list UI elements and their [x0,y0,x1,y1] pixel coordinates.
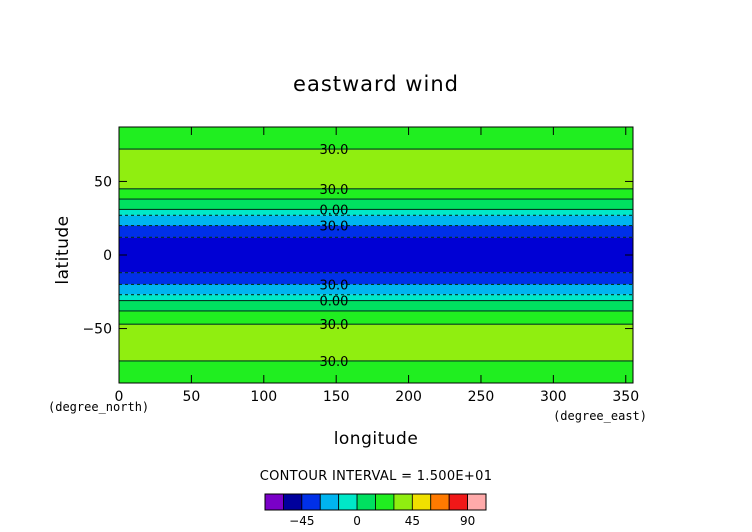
x-tick-label-7: 350 [612,389,639,405]
wind-band-4 [119,209,633,216]
x-tick-label-6: 300 [540,389,567,405]
wind-band-6 [119,225,633,238]
wind-band-8 [119,272,633,285]
colorbar-swatch-3 [319,493,340,511]
colorbar-tick-label-1: 0 [353,514,361,528]
y-tick-label-2: −50 [82,322,112,338]
y-axis-label: latitude [53,215,73,284]
wind-band-0 [119,127,633,150]
colorbar-swatch-8 [411,493,432,511]
x-axis-label: longitude [334,429,419,449]
x-axis-unit: (degree_east) [553,409,647,423]
colorbar-tick-label-3: 90 [460,514,475,528]
wind-band-11 [119,300,633,311]
x-tick-label-5: 250 [468,389,495,405]
colorbar-swatch-1 [283,493,303,511]
x-tick-label-3: 150 [323,389,350,405]
wind-band-2 [119,188,633,200]
colorbar-swatch-0 [264,493,284,511]
contour-interval-label: CONTOUR INTERVAL = 1.500E+01 [260,469,493,484]
y-tick-label-1: 0 [103,248,112,264]
y-tick-label-0: 50 [94,174,112,190]
x-tick-label-2: 100 [250,389,277,405]
colorbar-swatch-9 [430,493,450,511]
colorbar-swatch-4 [338,493,358,511]
y-axis-unit: (degree_north) [48,400,149,414]
wind-band-7 [119,237,633,273]
contour-label-0: 30.0 [320,143,349,158]
wind-band-1 [119,149,633,189]
contour-label-8: 30.0 [320,278,349,293]
contour-label-3: 0.00 [320,203,349,218]
contour-label-12: 30.0 [320,318,349,333]
wind-band-14 [119,360,633,383]
wind-band-12 [119,310,633,325]
x-tick-label-0: 0 [115,389,124,405]
colorbar-swatch-10 [448,493,468,511]
wind-band-9 [119,284,633,295]
plot-area [119,127,633,383]
chart-title: eastward wind [293,72,459,96]
wind-band-10 [119,294,633,301]
x-tick-label-1: 50 [182,389,200,405]
colorbar-swatch-7 [393,493,413,511]
wind-band-5 [119,215,633,226]
wind-band-3 [119,199,633,210]
x-tick-label-4: 200 [395,389,422,405]
colorbar: −45 0 45 90 [264,493,487,528]
contour-label-10: 0.00 [320,295,349,310]
colorbar-tick-label-2: 45 [405,514,420,528]
colorbar-swatch-2 [301,493,321,511]
colorbar-swatch-11 [467,493,487,511]
colorbar-swatch-5 [356,493,376,511]
axis-ticks: 0 50 100 150 200 250 300 350 50 0 −50 [82,127,639,405]
wind-band-13 [119,324,633,361]
colorbar-swatch-6 [375,493,395,511]
contour-lines: 30.0 30.0 0.00 30.0 30.0 0.00 30.0 30.0 [119,143,633,370]
contour-label-1: 30.0 [320,183,349,198]
colorbar-tick-label-0: −45 [289,514,314,528]
contour-label-13: 30.0 [320,355,349,370]
contour-label-5: 30.0 [320,220,349,235]
colorbar-frame [264,493,487,511]
